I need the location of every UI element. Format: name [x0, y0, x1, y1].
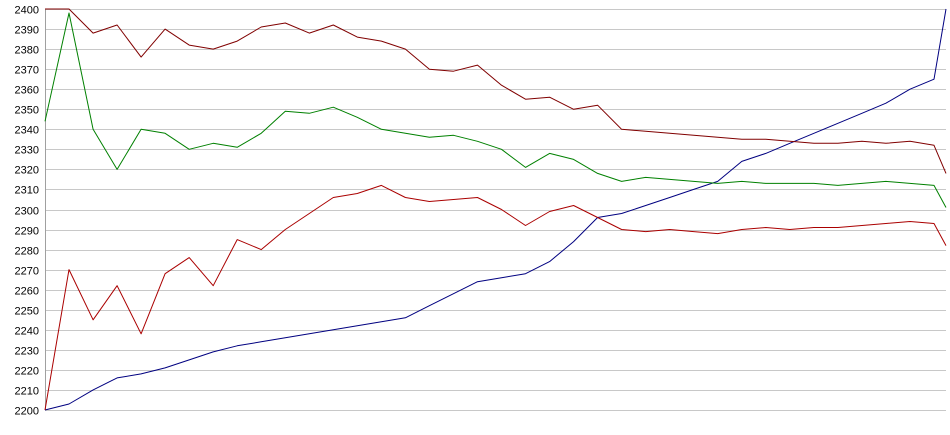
series-lines	[44, 8, 947, 411]
y-tick-label: 2220	[15, 366, 39, 378]
y-tick-label: 2370	[15, 65, 39, 77]
y-tick-label: 2390	[15, 25, 39, 37]
y-tick-label: 2310	[15, 185, 39, 197]
y-tick-label: 2230	[15, 346, 39, 358]
series-line-2	[44, 12, 947, 208]
y-tick-label: 2240	[15, 326, 39, 338]
y-tick-label: 2270	[15, 266, 39, 278]
series-line-0	[44, 8, 947, 411]
y-tick-label: 2400	[15, 5, 39, 17]
y-tick-label: 2300	[15, 206, 39, 218]
y-tick-label: 2350	[15, 105, 39, 117]
series-line-1	[45, 8, 947, 174]
y-tick-label: 2340	[15, 125, 39, 137]
y-tick-label: 2260	[15, 286, 39, 298]
y-tick-label: 2290	[15, 226, 39, 238]
y-tick-label: 2380	[15, 45, 39, 57]
y-tick-label: 2330	[15, 145, 39, 157]
y-tick-label: 2210	[15, 386, 39, 398]
series-line-3	[44, 184, 947, 411]
y-tick-label: 2360	[15, 85, 39, 97]
y-tick-labels: 2200 2210 2220 2230 2240 2250 2260 2270 2280 2290…	[15, 5, 39, 418]
y-tick-label: 2280	[15, 246, 39, 258]
y-tick-label: 2320	[15, 165, 39, 177]
grid-lines	[45, 9, 946, 411]
y-tick-label: 2250	[15, 306, 39, 318]
y-tick-label: 2200	[15, 406, 39, 418]
